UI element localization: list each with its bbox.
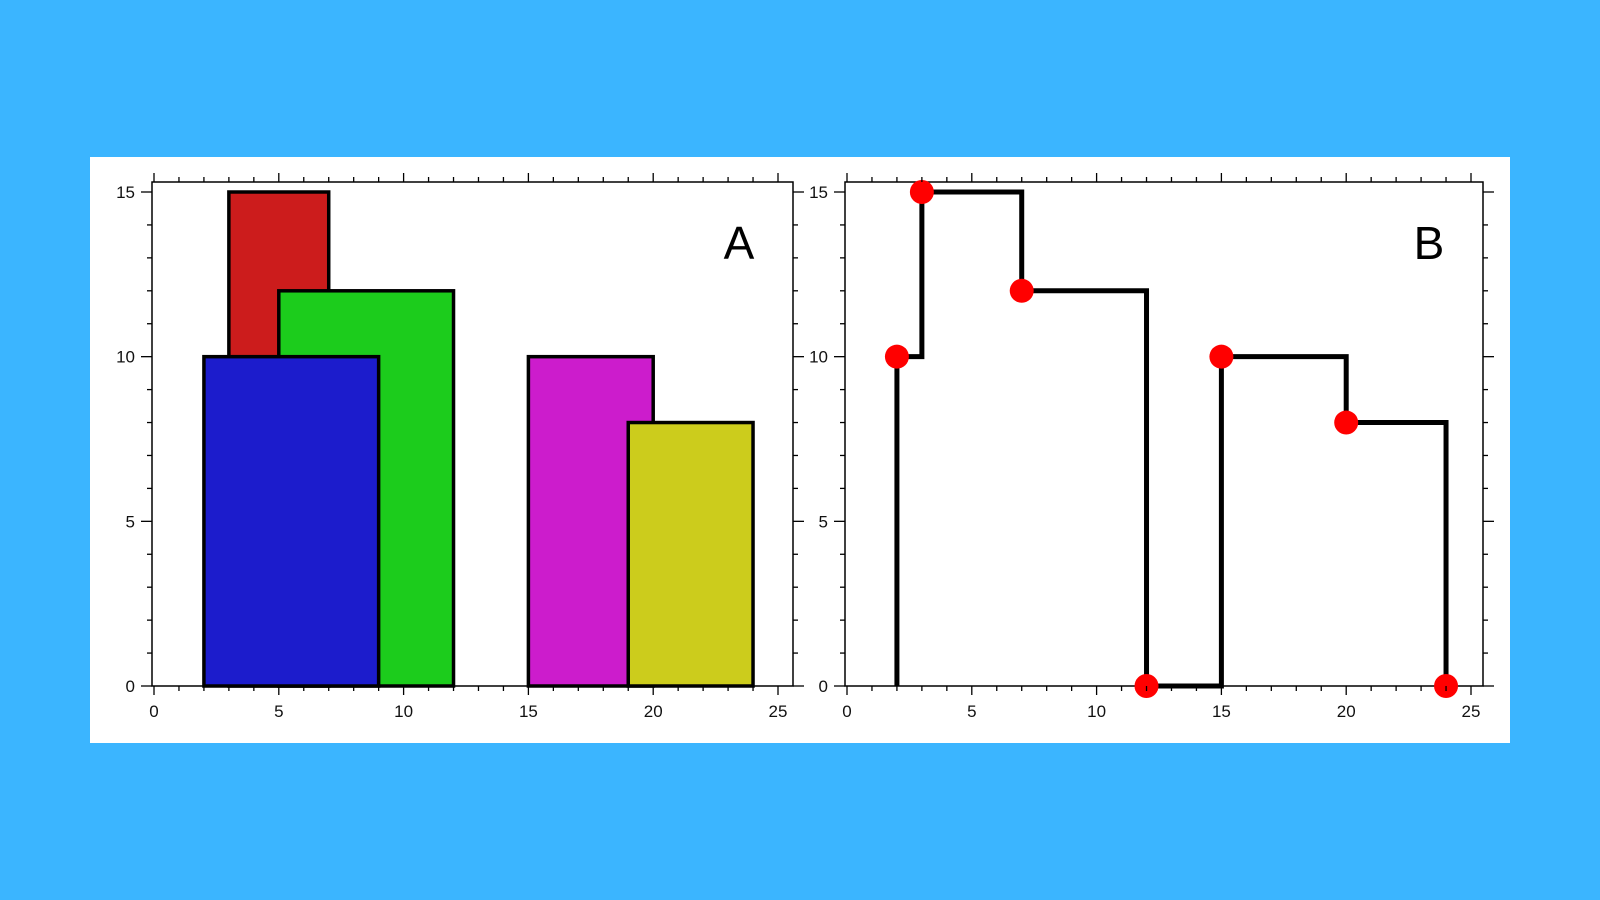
y-tick-label: 15	[116, 183, 135, 202]
x-tick-label: 20	[644, 702, 663, 721]
key-point-marker-1	[884, 344, 909, 369]
y-tick-label: 5	[126, 512, 135, 531]
figure-svg: 0 5 10 15 20 25 0 5 10 15 A 0 5 10 15 20 25 0 5 10 15 B	[116, 173, 1494, 721]
x-tick-label: 5	[967, 702, 976, 721]
key-point-marker-2	[909, 180, 934, 204]
y-tick-label: 0	[126, 677, 135, 696]
x-tick-label: 10	[1087, 702, 1106, 721]
y-tick-label: 10	[116, 348, 135, 367]
x-tick-label: 5	[274, 702, 283, 721]
plot-frame	[151, 181, 794, 687]
y-tick-label: 10	[809, 348, 828, 367]
x-tick-label: 20	[1337, 702, 1356, 721]
x-tick-label: 15	[1212, 702, 1231, 721]
bar-rect-5	[626, 420, 755, 688]
x-tick-label: 25	[1462, 702, 1481, 721]
x-tick-label: 0	[842, 702, 851, 721]
chart-panel-b: 0 5 10 15 20 25 0 5 10 15 B	[809, 173, 1494, 721]
chart-panel-a: 0 5 10 15 20 25 0 5 10 15 A	[116, 173, 804, 721]
y-tick-label: 0	[819, 677, 828, 696]
key-point-marker-3	[1009, 278, 1034, 303]
figure-panel: 0 5 10 15 20 25 0 5 10 15 A 0 5 10 15 20 25 0 5 10 15 B	[90, 157, 1510, 743]
panel-label-a: A	[724, 217, 755, 269]
x-tick-label: 10	[394, 702, 413, 721]
x-tick-label: 0	[149, 702, 158, 721]
x-tick-label: 15	[519, 702, 538, 721]
bar-rect-3	[202, 354, 381, 688]
y-tick-label: 15	[809, 183, 828, 202]
plot-frame	[844, 181, 1484, 687]
x-tick-label: 25	[769, 702, 788, 721]
panel-label-b: B	[1414, 217, 1445, 269]
y-tick-label: 5	[819, 512, 828, 531]
key-point-marker-6	[1334, 410, 1359, 435]
skyline-step-line	[894, 189, 1449, 689]
key-point-marker-5	[1209, 344, 1234, 369]
